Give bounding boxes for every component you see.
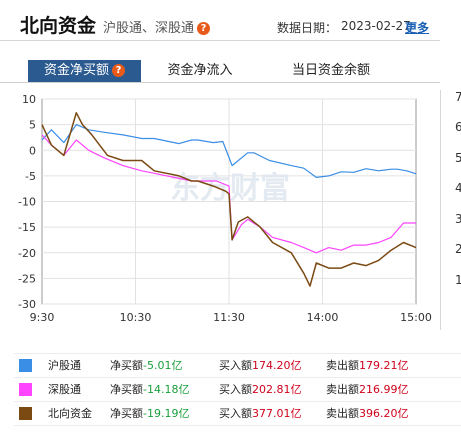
adjacent-axis-label: 2 — [455, 242, 461, 256]
adjacent-chart-edge — [440, 90, 461, 330]
sell-label: 卖出额 — [326, 383, 359, 396]
net-label: 净买额 — [110, 359, 143, 372]
legend-row-shanghai: 沪股通 净买额-5.01亿 买入额174.20亿 卖出额179.21亿 — [14, 353, 440, 378]
series-line-0 — [41, 123, 417, 179]
legend-row-shenzhen: 深股通 净买额-14.18亿 买入额202.81亿 卖出额216.99亿 — [14, 378, 440, 402]
legend-swatch — [19, 359, 32, 372]
buy-value: 174.20亿 — [252, 359, 302, 372]
y-tick-label: -25 — [18, 272, 36, 285]
x-tick-label: 11:30 — [213, 311, 245, 324]
net-label: 净买额 — [110, 407, 143, 420]
legend-swatch — [19, 407, 32, 420]
tab-net-inflow[interactable]: 资金净流入 — [167, 63, 233, 78]
subtitle-text: 沪股通、深股通 — [103, 21, 195, 36]
net-value: -19.19亿 — [143, 407, 190, 420]
adjacent-divider — [440, 401, 461, 402]
tab-net-buy[interactable]: 资金净买额? — [28, 60, 141, 82]
legend-table: 沪股通 净买额-5.01亿 买入额174.20亿 卖出额179.21亿 深股通 … — [14, 353, 440, 426]
series-line-2 — [41, 112, 417, 287]
y-tick-label: -20 — [18, 247, 36, 260]
page-title: 北向资金 — [20, 15, 97, 37]
adjacent-axis-label: 3 — [455, 212, 461, 226]
y-tick-label: -5 — [25, 170, 36, 183]
sell-value: 396.20亿 — [359, 407, 409, 420]
tab-divider — [0, 82, 440, 83]
tab-daily-balance[interactable]: 当日资金余额 — [291, 63, 370, 78]
adjacent-divider — [440, 353, 461, 354]
adjacent-divider — [440, 377, 461, 378]
date-value: 2023-02-27 — [341, 19, 411, 33]
y-tick-label: 0 — [29, 144, 36, 157]
series-line-1 — [41, 134, 416, 254]
legend-name: 沪股通 — [48, 359, 81, 372]
legend-row-northbound: 北向资金 净买额-19.19亿 买入额377.01亿 卖出额396.20亿 — [14, 402, 440, 426]
net-label: 净买额 — [110, 383, 143, 396]
legend-swatch — [19, 383, 32, 396]
sell-label: 卖出额 — [326, 359, 359, 372]
sell-value: 179.21亿 — [359, 359, 409, 372]
adjacent-axis-label: 7 — [455, 90, 461, 104]
y-tick-label: 10 — [22, 93, 36, 106]
net-value: -5.01亿 — [143, 359, 183, 372]
adjacent-axis-label: 1 — [455, 273, 461, 287]
y-tick-label: 5 — [29, 119, 36, 132]
sell-label: 卖出额 — [326, 407, 359, 420]
y-tick-label: -10 — [18, 196, 36, 209]
x-tick-label: 10:30 — [120, 311, 152, 324]
subtitle: 沪股通、深股通? — [103, 17, 211, 36]
net-buy-line-chart: 10 5 0 -5 -10 -15 -20 -25 -309:30 10:30 11:30 14:00… — [18, 93, 432, 324]
header: 北向资金 沪股通、深股通? 数据日期： 2023-02-27 更多 — [0, 0, 440, 41]
buy-label: 买入额 — [219, 383, 252, 396]
y-tick-label: -15 — [18, 221, 36, 234]
x-tick-label: 9:30 — [30, 311, 55, 324]
adjacent-divider — [440, 425, 461, 426]
x-tick-label: 15:00 — [400, 311, 432, 324]
adjacent-axis-label: 5 — [455, 151, 461, 165]
buy-value: 202.81亿 — [252, 383, 302, 396]
x-tick-label: 14:00 — [307, 311, 339, 324]
adjacent-axis-label: 4 — [455, 181, 461, 195]
net-value: -14.18亿 — [143, 383, 190, 396]
tab-net-buy-label: 资金净买额 — [43, 63, 109, 78]
y-tick-label: -30 — [18, 298, 36, 311]
date-label: 数据日期： — [277, 21, 338, 35]
buy-label: 买入额 — [219, 359, 252, 372]
help-icon[interactable]: ? — [197, 22, 211, 35]
tab-help-icon[interactable]: ? — [112, 64, 125, 77]
legend-name: 深股通 — [48, 383, 81, 396]
adjacent-axis-label: 6 — [455, 120, 461, 134]
buy-label: 买入额 — [219, 407, 252, 420]
buy-value: 377.01亿 — [252, 407, 302, 420]
legend-name: 北向资金 — [48, 407, 92, 420]
sell-value: 216.99亿 — [359, 383, 409, 396]
more-link[interactable]: 更多 — [405, 21, 430, 35]
